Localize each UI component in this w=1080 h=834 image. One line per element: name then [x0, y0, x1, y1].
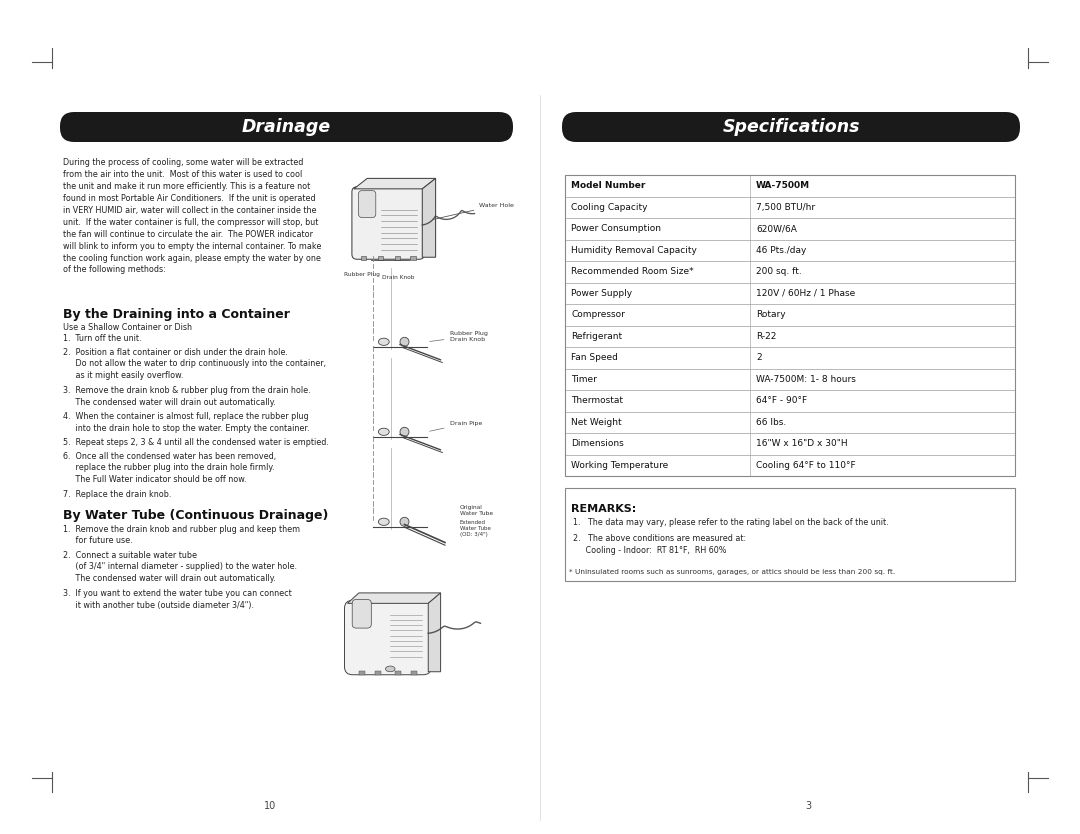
FancyBboxPatch shape [352, 187, 424, 259]
Text: 3.  Remove the drain knob & rubber plug from the drain hole.
     The condensed : 3. Remove the drain knob & rubber plug f… [63, 386, 311, 407]
Bar [565, 455, 1015, 476]
Text: 2.  Position a flat container or dish under the drain hole.
     Do not allow th: 2. Position a flat container or dish und… [63, 348, 326, 379]
Text: 16"W x 16"D x 30"H: 16"W x 16"D x 30"H [756, 440, 848, 448]
Text: By the Draining into a Container: By the Draining into a Container [63, 308, 289, 321]
Bar [565, 433, 1015, 455]
Text: WA-7500M: 1- 8 hours: WA-7500M: 1- 8 hours [756, 374, 855, 384]
Text: WA-7500M: WA-7500M [756, 181, 810, 190]
Bar [565, 197, 1015, 218]
Text: 2: 2 [756, 354, 761, 362]
Text: 120V / 60Hz / 1 Phase: 120V / 60Hz / 1 Phase [756, 289, 855, 298]
Text: 200 sq. ft.: 200 sq. ft. [756, 267, 801, 276]
Polygon shape [422, 178, 435, 257]
Bar [375, 671, 381, 675]
Text: Cooling Capacity: Cooling Capacity [571, 203, 648, 212]
Ellipse shape [386, 666, 395, 671]
Ellipse shape [378, 339, 389, 345]
Ellipse shape [378, 428, 389, 435]
Text: * Uninsulated rooms such as sunrooms, garages, or attics should be less than 200: * Uninsulated rooms such as sunrooms, ga… [569, 569, 895, 575]
Bar [410, 256, 416, 260]
Text: 620W/6A: 620W/6A [756, 224, 797, 234]
Ellipse shape [400, 337, 409, 346]
Text: Timer: Timer [571, 374, 597, 384]
Text: 1.  Remove the drain knob and rubber plug and keep them
     for future use.: 1. Remove the drain knob and rubber plug… [63, 525, 300, 545]
Bar [565, 175, 1015, 476]
Text: Working Temperature: Working Temperature [571, 460, 669, 470]
Text: Rubber Plug
Drain Knob: Rubber Plug Drain Knob [430, 331, 487, 342]
Text: Rotary: Rotary [756, 310, 785, 319]
Text: 7.  Replace the drain knob.: 7. Replace the drain knob. [63, 490, 172, 499]
Bar [565, 304, 1015, 325]
Ellipse shape [400, 427, 409, 436]
Text: Original
Water Tube: Original Water Tube [460, 505, 494, 515]
Text: Water Hole: Water Hole [433, 203, 514, 219]
Text: 7,500 BTU/hr: 7,500 BTU/hr [756, 203, 815, 212]
Text: 46 Pts./day: 46 Pts./day [756, 246, 807, 254]
Text: Recommended Room Size*: Recommended Room Size* [571, 267, 693, 276]
Text: Net Weight: Net Weight [571, 418, 622, 427]
FancyBboxPatch shape [345, 600, 431, 675]
Text: By Water Tube (Continuous Drainage): By Water Tube (Continuous Drainage) [63, 509, 328, 521]
Ellipse shape [400, 517, 409, 526]
FancyBboxPatch shape [359, 191, 376, 218]
Ellipse shape [378, 518, 389, 525]
Text: 64°F - 90°F: 64°F - 90°F [756, 396, 807, 405]
Text: Drain Knob: Drain Knob [382, 275, 415, 280]
Text: Extended
Water Tube
(OD: 3/4"): Extended Water Tube (OD: 3/4") [460, 520, 491, 536]
Bar [378, 256, 383, 260]
FancyBboxPatch shape [562, 112, 1020, 142]
Text: 3.  If you want to extend the water tube you can connect
     it with another tu: 3. If you want to extend the water tube … [63, 589, 292, 610]
Text: Rubber Plug: Rubber Plug [343, 272, 379, 277]
Text: REMARKS:: REMARKS: [571, 504, 636, 514]
Bar [565, 369, 1015, 390]
Text: Use a Shallow Container or Dish: Use a Shallow Container or Dish [63, 323, 192, 332]
Bar [565, 239, 1015, 261]
Text: Compressor: Compressor [571, 310, 625, 319]
Polygon shape [354, 178, 435, 188]
Text: Specifications: Specifications [723, 118, 860, 136]
Text: Humidity Removal Capacity: Humidity Removal Capacity [571, 246, 697, 254]
Text: Refrigerant: Refrigerant [571, 332, 622, 341]
Text: Fan Speed: Fan Speed [571, 354, 618, 362]
Bar [565, 283, 1015, 304]
Bar [395, 256, 401, 260]
Bar [565, 390, 1015, 411]
Text: Model Number: Model Number [571, 181, 646, 190]
Bar [565, 261, 1015, 283]
Polygon shape [429, 593, 441, 671]
Text: 4.  When the container is almost full, replace the rubber plug
     into the dra: 4. When the container is almost full, re… [63, 412, 310, 433]
Text: Cooling 64°F to 110°F: Cooling 64°F to 110°F [756, 460, 855, 470]
Bar [395, 671, 401, 675]
Bar [565, 175, 1015, 197]
Text: 1.   The data may vary, please refer to the rating label on the back of the unit: 1. The data may vary, please refer to th… [573, 518, 889, 527]
FancyBboxPatch shape [60, 112, 513, 142]
FancyBboxPatch shape [352, 600, 372, 628]
Text: 10: 10 [264, 801, 276, 811]
Text: 5.  Repeat steps 2, 3 & 4 until all the condensed water is emptied.: 5. Repeat steps 2, 3 & 4 until all the c… [63, 438, 329, 447]
Bar [565, 488, 1015, 581]
Text: During the process of cooling, some water will be extracted
from the air into th: During the process of cooling, some wate… [63, 158, 322, 274]
Bar [411, 671, 417, 675]
Text: Power Supply: Power Supply [571, 289, 632, 298]
Bar [565, 325, 1015, 347]
Text: Drainage: Drainage [242, 118, 332, 136]
Bar [359, 671, 365, 675]
Bar [361, 256, 366, 260]
Text: 3: 3 [805, 801, 811, 811]
Text: R-22: R-22 [756, 332, 777, 341]
Text: 6.  Once all the condensed water has been removed,
     replace the rubber plug : 6. Once all the condensed water has been… [63, 451, 276, 484]
Text: Thermostat: Thermostat [571, 396, 623, 405]
Bar [565, 347, 1015, 369]
Text: Dimensions: Dimensions [571, 440, 624, 448]
Text: 2.  Connect a suitable water tube
     (of 3/4" internal diameter - supplied) to: 2. Connect a suitable water tube (of 3/4… [63, 550, 297, 583]
Bar [565, 411, 1015, 433]
Text: Drain Pipe: Drain Pipe [430, 421, 482, 431]
Text: 1.  Turn off the unit.: 1. Turn off the unit. [63, 334, 141, 343]
Bar [565, 218, 1015, 239]
Text: 2.   The above conditions are measured at:
     Cooling - Indoor:  RT 81°F,  RH : 2. The above conditions are measured at:… [573, 534, 746, 555]
Text: Power Consumption: Power Consumption [571, 224, 661, 234]
Polygon shape [348, 593, 441, 603]
Text: 66 lbs.: 66 lbs. [756, 418, 786, 427]
